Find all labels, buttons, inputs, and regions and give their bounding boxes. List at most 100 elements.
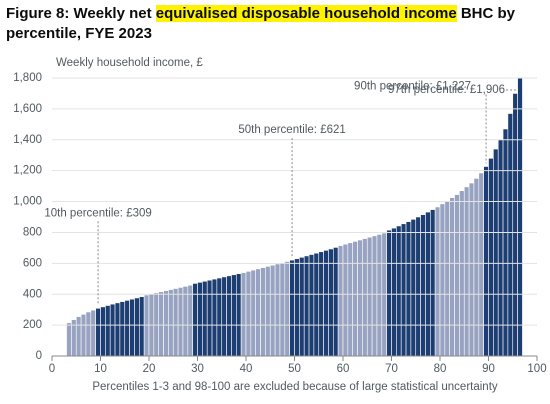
bar [454,194,460,357]
bar [391,227,397,357]
bar [216,277,223,357]
bar [449,197,455,357]
x-tick-label: 80 [434,363,447,375]
bar [260,267,266,357]
bar [497,139,504,357]
bar [376,234,383,357]
bar [366,236,373,357]
annotation: 10th percentile: £309 [44,207,151,219]
bar [172,288,179,357]
bar [231,274,237,357]
x-tick-label: 70 [385,363,398,375]
annotation: 50th percentile: £621 [238,124,345,136]
x-tick-label: 10 [94,363,107,375]
x-tick-label: 60 [337,363,350,375]
bar [197,282,203,357]
bar [488,158,494,357]
bar [429,209,436,357]
bar [517,78,523,357]
bar [342,243,349,357]
y-tick-label: 1,000 [13,196,42,208]
bar [308,254,315,357]
bar [362,238,368,357]
bar [240,272,247,357]
bar [420,214,426,357]
bar [221,276,227,357]
bar [507,113,514,357]
bar [75,316,82,357]
bar [206,279,213,357]
bar [90,309,96,357]
bar [202,280,208,357]
title-part: Figure 8: Weekly net [6,5,156,22]
bar [347,242,354,357]
bar [299,257,305,357]
bar [95,307,101,357]
bar [439,203,446,357]
bar [245,271,252,357]
bar [236,273,242,357]
bar [483,166,489,357]
annotation: 97th percentile: £1,906 [388,84,505,96]
bar [163,290,169,357]
bar [211,278,218,357]
bar [303,255,310,357]
bar [459,190,465,357]
bar [80,313,87,357]
y-tick-label: 1,200 [13,165,42,177]
bar [463,186,470,357]
bar [405,221,412,357]
bars [66,78,523,357]
y-tick-label: 400 [23,288,42,300]
bar [153,292,160,357]
x-axis-label: Percentiles 1-3 and 98-100 are excluded … [92,381,498,393]
bar [269,264,276,357]
bar [410,219,417,357]
bar [250,269,257,357]
chart-title: Figure 8: Weekly net equivalised disposa… [6,4,546,44]
bar [85,311,92,357]
bar [139,296,145,357]
bar [512,93,518,357]
bar [226,275,232,357]
bar [323,250,329,357]
y-tick-label: 200 [23,319,42,331]
bar [284,261,290,357]
bar [371,235,378,357]
bar [129,298,135,357]
bar [425,211,431,357]
bar [274,263,281,357]
bar [294,258,300,357]
bar [415,216,421,357]
bar [318,251,324,357]
x-tick-label: 100 [527,363,546,375]
x-tick-label: 40 [240,363,253,375]
bar [473,178,480,357]
bar [114,302,121,357]
y-tick-label: 1,400 [13,134,42,146]
bar [265,266,271,357]
bar [255,268,261,357]
bar [134,297,140,357]
y-tick-label: 1,800 [13,72,42,84]
bar [158,291,164,357]
bar [468,182,475,357]
x-tick-label: 0 [49,363,55,375]
bar [328,248,334,357]
y-tick-label: 0 [36,350,42,362]
y-tick-label: 600 [23,257,42,269]
x-tick-label: 30 [191,363,204,375]
bar [289,259,295,357]
bar [444,200,451,357]
title-highlight: equivalised disposable household income [155,5,457,22]
bar [357,239,363,357]
bar [396,225,402,357]
bar [168,289,174,357]
y-tick-label: 800 [23,226,42,238]
bar [400,223,407,357]
y-tick-label: 1,600 [13,103,42,115]
bar [352,241,358,357]
bar [187,284,193,357]
